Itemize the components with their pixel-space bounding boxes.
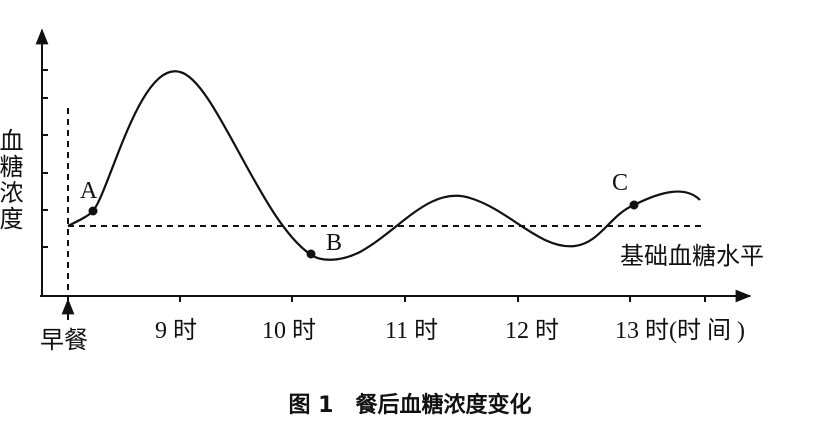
y-ticks (42, 69, 48, 248)
point-c (629, 200, 639, 210)
point-label: C (612, 170, 628, 196)
caption: 图 1 餐后血糖浓度变化 (289, 392, 532, 418)
point-b (306, 249, 316, 259)
x-label: 10 时 (262, 317, 316, 344)
x-label: 13 时(时 间 ) (615, 317, 745, 344)
glucose-curve (67, 70, 701, 261)
x-label: 11 时 (385, 317, 438, 344)
point-label: B (326, 230, 342, 256)
point-a (88, 206, 98, 216)
y-axis-label: 血糖浓度 (0, 128, 23, 232)
x-label: 9 时 (155, 317, 197, 344)
point-label: A (80, 178, 98, 204)
baseline-label: 基础血糖水平 (620, 243, 764, 270)
x-label: 早餐 (40, 327, 88, 354)
x-label: 12 时 (505, 317, 559, 344)
